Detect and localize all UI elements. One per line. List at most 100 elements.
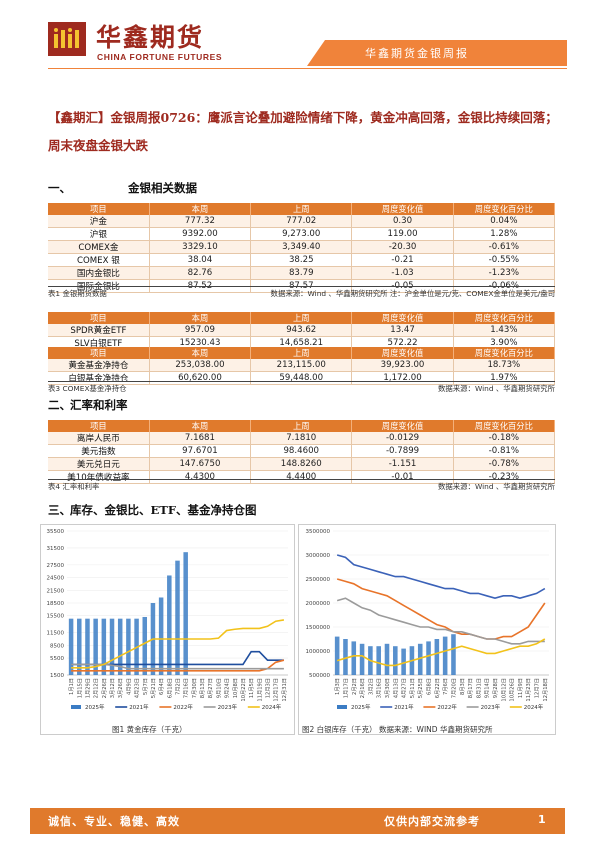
bar <box>183 552 188 675</box>
x-tick-label: 11月19日 <box>256 678 263 702</box>
bar <box>442 636 448 675</box>
header-band <box>307 40 567 66</box>
series-line <box>71 663 284 670</box>
table-note: 表3 COMEX基金净持仓 数据来源：Wind 、华鑫期货研究所 <box>48 381 555 394</box>
bar <box>351 641 357 675</box>
section-label: 库存、金银比、ETF、基金净持仓图 <box>70 503 257 517</box>
x-tick-label: 9月24日 <box>224 678 231 698</box>
table-cell: 18.73% <box>453 359 556 372</box>
table-cell: 美元兑日元 <box>48 457 150 471</box>
x-tick-label: 3月30日 <box>384 678 391 698</box>
y-tick-label: 21500 <box>47 588 65 594</box>
table-cell: -1.151 <box>351 457 454 471</box>
table-cell: 3,349.40 <box>250 240 353 254</box>
table-cell: -20.30 <box>351 240 454 254</box>
bar <box>167 575 172 675</box>
x-tick-label: 5月21日 <box>150 678 157 698</box>
x-tick-label: 3月12日 <box>109 678 116 698</box>
table-source: 数据来源：Wind 、华鑫期货研究所 注：沪金单位是元/克、COMEX金单位是美… <box>270 289 555 298</box>
legend-swatch <box>337 705 347 709</box>
chart-caption-text: 图2 白银库存（千克） <box>302 725 377 734</box>
x-tick-label: 1月29日 <box>84 678 91 698</box>
series-line <box>336 597 545 645</box>
bar <box>359 643 365 675</box>
x-tick-label: 7月20日 <box>450 678 457 698</box>
y-tick-label: 1500 <box>50 673 64 679</box>
brand-logo-icon <box>48 22 86 56</box>
x-tick-label: 7月6日 <box>442 678 449 695</box>
table-cell: -0.21 <box>351 253 454 267</box>
table-cell: 黄金基金净持仓 <box>48 359 150 372</box>
table-cell: 7.1681 <box>149 432 252 445</box>
table-caption: 表1 金银期货数据 <box>48 289 107 298</box>
footer-notice: 仅供内部交流参考 <box>384 815 480 828</box>
page-number: 1 <box>538 813 546 826</box>
bar <box>85 618 90 675</box>
x-tick-label: 4月9日 <box>125 678 132 695</box>
table-row: 美元兑日元 147.6750 148.8260 -1.151 -0.78% <box>48 457 556 471</box>
series-line <box>336 578 546 640</box>
table-row: SPDR黄金ETF 957.09 943.62 13.47 1.43% <box>48 324 556 337</box>
table-row: SLV白银ETF 15230.43 14,658.21 572.22 3.90% <box>48 336 556 350</box>
x-tick-label: 9月10日 <box>215 678 222 698</box>
table-cell: -0.18% <box>453 432 556 445</box>
table-cell: -0.78% <box>453 457 556 471</box>
table-source: 数据来源：Wind 、华鑫期货研究所 <box>437 384 555 393</box>
column-header: 项目 <box>48 312 150 324</box>
bar <box>109 618 115 675</box>
etf-table: 项目 本周 上周 周度变化值 周度变化百分比 SPDR黄金ETF 957.09 943.62 1… <box>48 312 556 350</box>
x-tick-label: 1月3日 <box>334 678 341 695</box>
table-cell: 119.00 <box>351 227 454 241</box>
table-cell: 4.4400 <box>250 470 353 484</box>
x-tick-label: 12月17日 <box>273 678 280 702</box>
y-tick-label: 31500 <box>47 546 65 552</box>
section-label: 金银相关数据 <box>128 181 197 195</box>
column-header: 周度变化值 <box>351 203 454 215</box>
column-header: 本周 <box>149 312 252 324</box>
table-cell: 253,038.00 <box>149 359 252 372</box>
legend-label: 2021年 <box>394 703 414 711</box>
column-header: 周度变化值 <box>351 347 454 359</box>
table-cell: 离岸人民币 <box>48 432 150 445</box>
header-divider <box>48 68 567 69</box>
table-cell: 777.32 <box>149 215 252 228</box>
x-tick-label: 1月15日 <box>76 678 83 698</box>
table-cell: -0.01 <box>351 470 454 484</box>
table-cell: 83.79 <box>250 266 353 280</box>
table-row: 美元指数 97.6701 98.4600 -0.7899 -0.81% <box>48 444 556 458</box>
fx-rates-table: 项目 本周 上周 周度变化值 周度变化百分比 离岸人民币 7.1681 7.1810 -0.01… <box>48 420 556 484</box>
table-cell: 38.25 <box>250 253 353 267</box>
table-cell: 1.28% <box>453 227 556 241</box>
table-header-row: 项目 本周 上周 周度变化值 周度变化百分比 <box>48 420 556 432</box>
bar <box>117 618 123 675</box>
x-tick-label: 10月8日 <box>232 678 239 698</box>
x-tick-label: 10月22日 <box>240 678 247 702</box>
table-row: COMEX 银 38.04 38.25 -0.21 -0.55% <box>48 253 556 267</box>
column-header: 本周 <box>149 420 252 432</box>
footer-band <box>30 808 565 834</box>
x-tick-label: 12月3日 <box>265 678 272 698</box>
table-cell: -0.0129 <box>351 432 454 445</box>
table-cell: 3329.10 <box>149 240 252 254</box>
x-tick-label: 10月12日 <box>500 678 507 702</box>
x-tick-label: 1月17日 <box>342 678 349 698</box>
x-tick-label: 4月27日 <box>401 678 408 698</box>
column-header: 周度变化值 <box>351 312 454 324</box>
gold-inventory-plot: 35500 31500 27500 24500 21500 18500 15500 11500… <box>47 529 288 711</box>
column-header: 周度变化百分比 <box>453 347 556 359</box>
legend-label: 2022年 <box>173 703 193 711</box>
x-tick-label: 6月8日 <box>426 678 433 695</box>
table-row: 美10年债收益率 4.4300 4.4400 -0.01 -0.23% <box>48 470 556 484</box>
y-tick-label: 2500000 <box>306 577 331 583</box>
x-tick-label: 7月16日 <box>183 678 190 698</box>
section-heading-3: 三、库存、金银比、ETF、基金净持仓图 <box>48 502 257 518</box>
x-tick-label: 10月26日 <box>509 678 516 702</box>
section-number: 三、 <box>48 503 71 517</box>
table-header-row: 项目 本周 上周 周度变化值 周度变化百分比 <box>48 203 556 215</box>
table-cell: 沪银 <box>48 227 150 241</box>
x-tick-label: 2月26日 <box>101 678 108 698</box>
silver-inventory-plot: 3500000 3000000 2500000 2000000 1500000 10000… <box>306 529 549 711</box>
table-note: 表1 金银期货数据 数据来源：Wind 、华鑫期货研究所 注：沪金单位是元/克、… <box>48 286 555 299</box>
section-number: 二、 <box>48 398 71 412</box>
x-tick-label: 12月31日 <box>281 678 288 702</box>
